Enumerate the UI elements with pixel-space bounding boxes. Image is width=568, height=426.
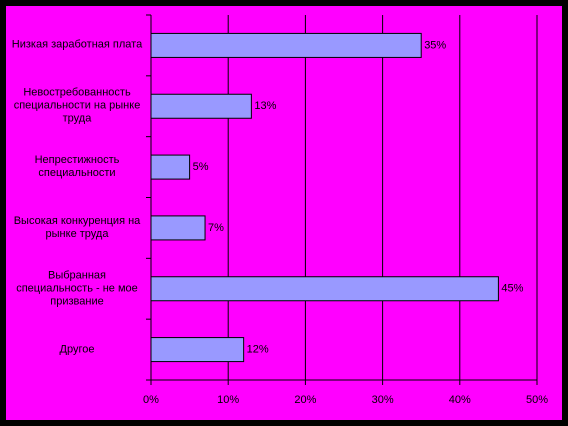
x-tick-label: 10% xyxy=(217,394,239,406)
x-tick-label: 50% xyxy=(526,394,548,406)
category-label: Выбранная специальность - не мое призван… xyxy=(16,269,138,308)
category-label: Высокая конкуренция на рынке труда xyxy=(13,214,141,240)
value-label: 35% xyxy=(424,39,446,51)
value-label: 7% xyxy=(208,222,224,234)
value-label: 12% xyxy=(247,343,269,355)
category-label: Невостребованность специальности на рынк… xyxy=(13,86,141,125)
bar xyxy=(150,32,422,58)
value-label: 45% xyxy=(501,283,523,295)
bar xyxy=(150,215,206,241)
x-tick-label: 20% xyxy=(294,394,316,406)
bar xyxy=(150,337,245,363)
category-label: Низкая заработная плата xyxy=(11,38,143,51)
x-tick-label: 30% xyxy=(372,394,394,406)
value-label: 5% xyxy=(193,161,209,173)
bar xyxy=(150,154,191,180)
background xyxy=(6,6,562,420)
bar xyxy=(150,93,252,119)
category-label: Непрестижность специальности xyxy=(34,154,120,180)
category-label: Другое xyxy=(59,343,95,356)
value-label: 13% xyxy=(254,100,276,112)
x-tick-label: 40% xyxy=(449,394,471,406)
x-tick-label: 0% xyxy=(143,394,159,406)
bar xyxy=(150,276,499,302)
